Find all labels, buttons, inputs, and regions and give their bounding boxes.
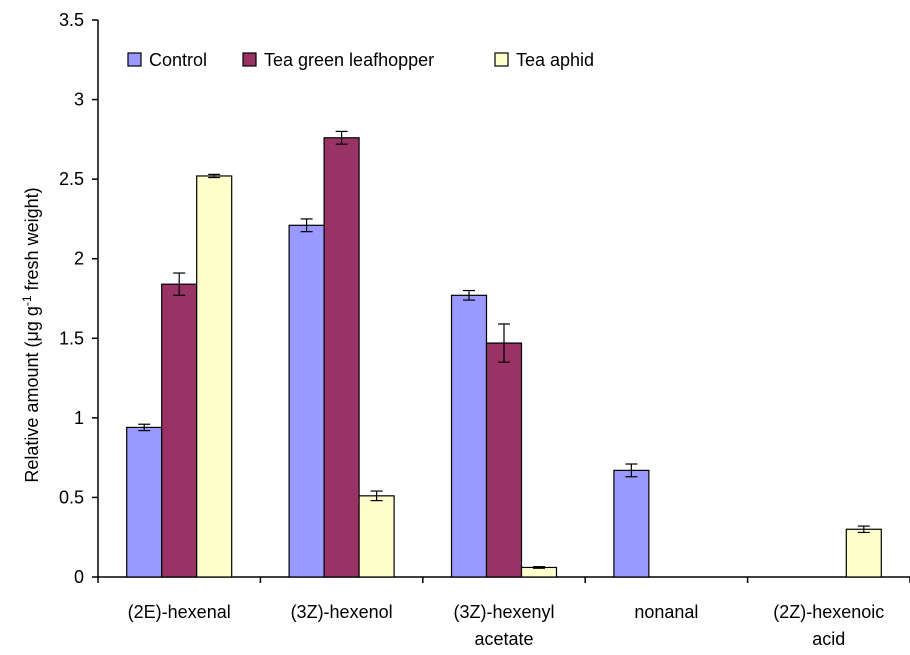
bar-tea-aphid bbox=[845, 528, 882, 578]
legend-label: Tea aphid bbox=[516, 50, 594, 70]
bar-control bbox=[126, 426, 163, 578]
x-category-label: (3Z)-hexenol bbox=[291, 602, 393, 622]
y-tick-label: 2 bbox=[74, 249, 84, 269]
y-axis-label-superscript: -1 bbox=[20, 295, 34, 306]
y-tick-label: 0 bbox=[74, 567, 84, 587]
y-tick-label: 3 bbox=[74, 90, 84, 110]
y-tick-label: 3.5 bbox=[59, 10, 84, 30]
legend-label: Tea green leafhopper bbox=[264, 50, 434, 70]
error-bar bbox=[173, 272, 186, 296]
error-bar bbox=[625, 463, 638, 478]
legend-item: Control bbox=[127, 50, 207, 70]
x-category-label-line: (3Z)-hexenyl bbox=[453, 602, 554, 622]
legend: Control Tea green leafhopper Tea aphid bbox=[127, 50, 594, 70]
error-bar bbox=[335, 130, 348, 145]
bar-control bbox=[613, 469, 650, 578]
x-category-label: nonanal bbox=[634, 602, 698, 622]
y-axis: 0 0.5 1 1.5 2 2.5 3 3.5 bbox=[59, 10, 99, 587]
y-tick-label: 0.5 bbox=[59, 487, 84, 507]
legend-swatch bbox=[242, 52, 257, 67]
error-bar bbox=[498, 323, 510, 363]
error-bar bbox=[208, 173, 221, 179]
x-category-label: (2Z)-hexenoic acid bbox=[773, 602, 884, 649]
error-bar bbox=[533, 566, 545, 569]
x-category-label-line: acid bbox=[812, 629, 845, 649]
y-tick-label: 1.5 bbox=[59, 328, 84, 348]
error-bar bbox=[463, 289, 475, 301]
bars bbox=[126, 130, 882, 578]
legend-item: Tea aphid bbox=[494, 50, 594, 70]
legend-item: Tea green leafhopper bbox=[242, 50, 434, 70]
error-bar bbox=[300, 218, 313, 233]
x-axis: (2E)-hexenal (3Z)-hexenol (3Z)-hexenyl acet… bbox=[97, 576, 910, 649]
bar-tea-green-leafhopper bbox=[323, 137, 360, 578]
x-category-label-line: (2E)-hexenal bbox=[128, 602, 231, 622]
error-bar bbox=[857, 525, 870, 534]
y-tick-label: 1 bbox=[74, 408, 84, 428]
x-category-label: (3Z)-hexenyl acetate bbox=[453, 602, 554, 649]
bar-tea-aphid bbox=[196, 175, 233, 578]
x-category-label-line: nonanal bbox=[634, 602, 698, 622]
error-bar bbox=[138, 423, 151, 432]
x-category-label-line: (3Z)-hexenol bbox=[291, 602, 393, 622]
bar-tea-aphid bbox=[520, 566, 558, 578]
bar-tea-green-leafhopper bbox=[161, 283, 198, 578]
legend-swatch bbox=[494, 52, 509, 67]
x-category-label-line: acetate bbox=[474, 629, 533, 649]
error-bar bbox=[370, 490, 383, 502]
bar-tea-green-leafhopper bbox=[485, 342, 523, 578]
y-axis-label-main: Relative amount (μg g bbox=[22, 306, 42, 482]
legend-label: Control bbox=[149, 50, 207, 70]
y-tick-label: 2.5 bbox=[59, 169, 84, 189]
bar-control bbox=[288, 224, 325, 578]
bar-tea-aphid bbox=[358, 495, 395, 578]
y-axis-label-tail: fresh weight) bbox=[22, 187, 42, 295]
legend-swatch bbox=[127, 52, 142, 67]
x-category-label-line: (2Z)-hexenoic bbox=[773, 602, 884, 622]
x-category-label: (2E)-hexenal bbox=[128, 602, 231, 622]
y-axis-label: Relative amount (μg g-1 fresh weight) bbox=[20, 187, 42, 482]
bar-control bbox=[450, 294, 488, 578]
